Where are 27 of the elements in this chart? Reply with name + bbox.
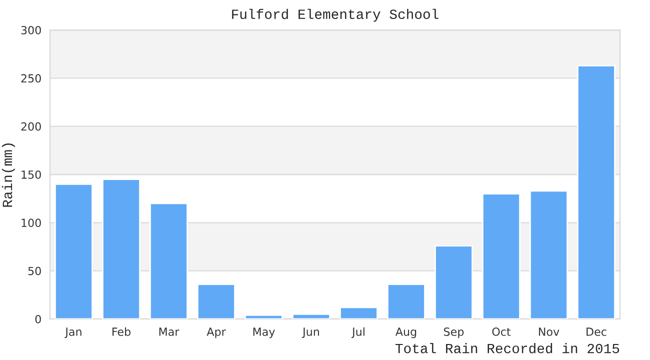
chart-title: Fulford Elementary School <box>232 8 438 22</box>
x-axis-title: Total Rain Recorded in 2015 <box>395 343 620 354</box>
x-tick-label: Oct <box>492 328 511 336</box>
y-tick-label: 300 <box>21 26 41 34</box>
y-axis-title: Rain(mm) <box>2 143 15 207</box>
x-tick-label: Feb <box>112 327 130 336</box>
x-tick-label: Dec <box>586 328 606 336</box>
bar <box>340 306 378 319</box>
bar <box>244 314 283 319</box>
x-tick-label: May <box>253 328 275 338</box>
x-tick-label: Apr <box>206 328 226 338</box>
y-tick-label: 0 <box>35 314 41 324</box>
x-tick-label: Aug <box>395 328 416 338</box>
bar <box>197 284 236 319</box>
x-tick-label: Sep <box>444 328 464 338</box>
bar <box>292 313 330 319</box>
y-tick-label: 250 <box>21 74 41 83</box>
x-tick-label: Jun <box>302 328 319 338</box>
y-tick-label: 150 <box>22 170 41 179</box>
y-tick-label: 200 <box>21 122 41 131</box>
y-tick-label: 50 <box>28 266 41 276</box>
x-tick-label: Jul <box>351 327 364 338</box>
bar <box>387 284 426 319</box>
x-tick-label: Mar <box>159 328 180 336</box>
y-tick-label: 100 <box>22 218 41 228</box>
x-tick-label: Nov <box>538 328 560 336</box>
x-tick-label: Jan <box>64 328 82 338</box>
